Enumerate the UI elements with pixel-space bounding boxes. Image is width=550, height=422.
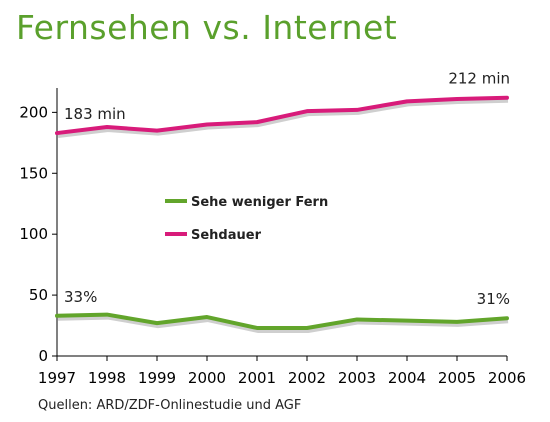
annotation-layer: 183 min 212 min 33% 31% [64,70,510,308]
legend-label: Sehdauer [191,228,262,243]
legend-label: Sehe weniger Fern [191,195,328,210]
x-tick-label: 1997 [38,369,76,387]
x-tick-label: 2003 [338,369,376,387]
annotation-label: 31% [477,290,510,308]
x-tick-label: 1999 [138,369,176,387]
legend: Sehe weniger Fern Sehdauer [165,195,328,243]
annotation-label: 183 min [64,105,126,123]
chart-title: Fernsehen vs. Internet [16,8,398,47]
annotation-label: 33% [64,288,97,306]
series-line-0 [55,312,509,330]
x-tick-label: 2006 [488,369,526,387]
series-layer [55,95,509,333]
x-tick-label: 2004 [388,369,426,387]
x-tick-label: 2005 [438,369,476,387]
x-tick-label: 2000 [188,369,226,387]
y-tick-label: 50 [29,286,48,304]
x-tick-label: 1998 [88,369,126,387]
x-tick-label: 2002 [288,369,326,387]
x-tick-label: 2001 [238,369,276,387]
source-note: Quellen: ARD/ZDF-Onlinestudie und AGF [38,398,302,413]
series-line-1 [55,95,509,136]
y-tick-label: 150 [19,164,48,182]
axes: 0 50 100 150 200 1997 1998 1999 2000 2001 2002 2003… [19,88,526,387]
y-tick-label: 100 [19,225,48,243]
y-tick-label: 0 [38,347,48,365]
annotation-label: 212 min [448,70,510,88]
y-tick-label: 200 [19,103,48,121]
